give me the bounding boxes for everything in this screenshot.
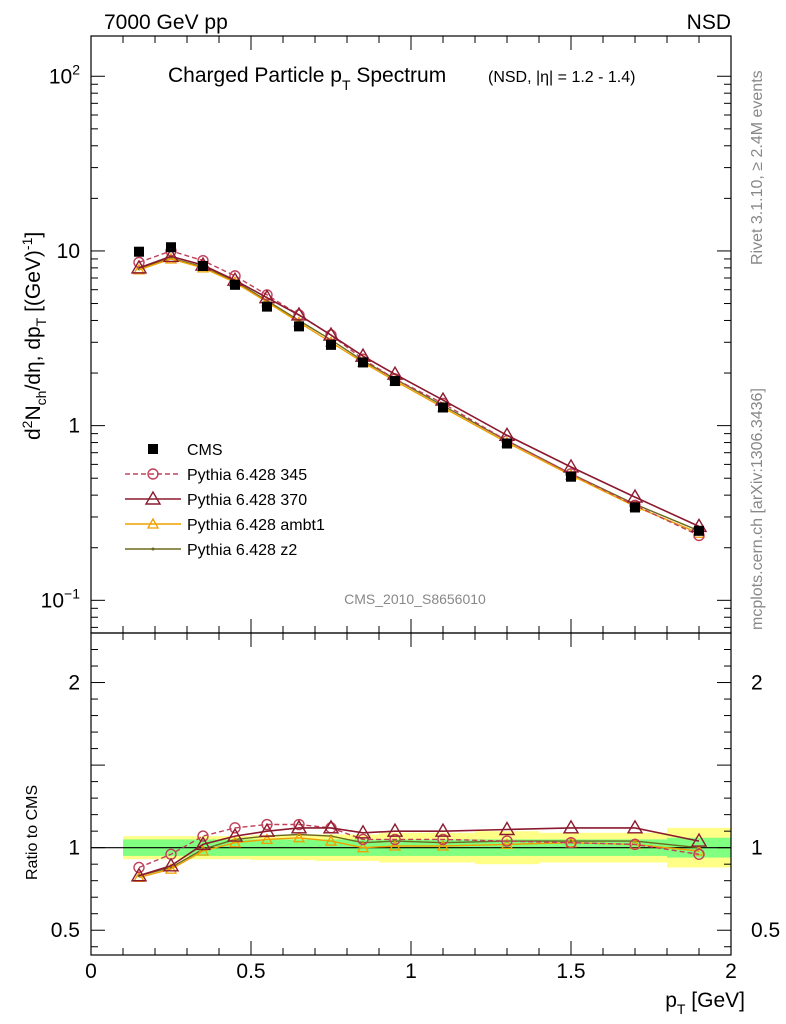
ratio-point-ambt1	[292, 831, 306, 843]
ratio-point-p370	[498, 821, 516, 836]
ratio-y-tick-label-right: 2	[751, 672, 763, 695]
series-line-p345	[138, 250, 700, 537]
ratio-panel-series	[91, 818, 731, 883]
ratio-y-tick-label: 0.5	[51, 919, 80, 942]
y-tick-label: 102	[49, 61, 80, 88]
point-data	[198, 260, 208, 271]
point-p370	[290, 306, 308, 321]
point-data	[294, 321, 304, 332]
ratio-point-p370	[258, 822, 276, 837]
ratio-point-p345	[357, 833, 369, 846]
ratio-point-p345	[501, 835, 513, 847]
point-data	[230, 279, 240, 290]
point-p370	[130, 259, 148, 274]
rivet-label: Rivet 3.1.10, ≥ 2.4M events	[749, 70, 766, 265]
ratio-point-p370	[322, 819, 340, 834]
ratio-point-p345	[565, 837, 577, 849]
ratio-point-p370	[562, 819, 580, 834]
ratio-point-p370	[626, 819, 644, 834]
y-tick-label: 1	[68, 415, 80, 438]
point-data	[358, 357, 368, 368]
ratio-point-ambt1	[388, 839, 402, 851]
point-data	[630, 502, 640, 513]
ratio-y-tick-label-right: 1	[751, 837, 763, 860]
legend: CMS Pythia 6.428 345 Pythia 6.428 370 Pythi…	[125, 442, 325, 559]
x-tick-label: 0	[85, 960, 97, 983]
legend-marker-p345	[147, 468, 159, 480]
ratio-frame	[90, 632, 732, 956]
legend-marker-data	[148, 444, 158, 454]
ratio-line-p370	[138, 827, 700, 877]
x-tick-label: 2	[725, 960, 737, 983]
main-panel-series	[130, 242, 708, 542]
ratio-point-ambt1	[260, 833, 274, 845]
ratio-point-p345	[437, 833, 449, 846]
ratio-point-p370	[386, 822, 404, 837]
ratio-point-p345	[629, 838, 641, 851]
x-tick-label: 0.5	[236, 960, 265, 983]
legend-marker-z2	[151, 547, 155, 551]
process-label: NSD	[687, 11, 731, 34]
ratio-point-p370	[354, 824, 372, 839]
y-tick-label: 10−1	[41, 585, 81, 612]
ratio-point-p345	[133, 861, 145, 874]
ratio-point-p370	[434, 822, 452, 837]
ratio-point-ambt1	[356, 841, 370, 853]
x-tick-label: 1.5	[556, 960, 585, 983]
x-tick-label: 1	[405, 960, 417, 983]
point-data	[694, 525, 704, 536]
point-ambt1	[164, 252, 178, 264]
energy-label: 7000 GeV pp	[104, 11, 228, 34]
point-data	[134, 246, 144, 257]
y-tick-label: 10	[57, 240, 80, 263]
plot-title: Charged Particle pT Spectrum	[168, 64, 446, 93]
plot-selection: (NSD, |η| = 1.2 - 1.4)	[488, 69, 635, 86]
ratio-point-p345	[229, 822, 241, 834]
point-ambt1	[132, 263, 146, 275]
ratio-point-p370	[226, 827, 244, 842]
ratio-y-tick-label-right: 0.5	[751, 919, 780, 942]
point-data	[438, 402, 448, 413]
ratio-point-p370	[194, 835, 212, 851]
point-data	[390, 376, 400, 387]
point-data	[326, 339, 336, 350]
legend-label-ambt1: Pythia 6.428 ambt1	[187, 517, 325, 534]
ratio-point-ambt1	[164, 862, 178, 874]
legend-marker-p370	[144, 490, 162, 505]
point-p370	[626, 488, 644, 503]
ratio-point-ambt1	[228, 836, 242, 848]
main-ylabel: d2Nch/dη, dpT [(GeV)-1]	[19, 232, 49, 440]
ratio-y-tick-label: 2	[68, 672, 80, 695]
legend-label-p345: Pythia 6.428 345	[187, 467, 307, 484]
ratio-point-p345	[693, 848, 705, 860]
legend-label-data: CMS	[187, 442, 223, 459]
ratio-point-p370	[162, 857, 180, 872]
ratio-point-ambt1	[196, 844, 210, 856]
ratio-ylabel: Ratio to CMS	[24, 785, 41, 880]
xlabel: pT [GeV]	[665, 989, 745, 1017]
ratio-point-p345	[197, 830, 209, 842]
legend-label-p370: Pythia 6.428 370	[187, 492, 307, 509]
ratio-point-p370	[290, 819, 308, 834]
point-data	[166, 242, 176, 253]
ratio-point-ambt1	[500, 838, 514, 850]
ratio-point-ambt1	[324, 834, 338, 846]
ratio-point-p345	[389, 833, 401, 846]
point-data	[566, 471, 576, 482]
ratio-y-tick-label: 1	[68, 837, 80, 860]
legend-label-z2: Pythia 6.428 z2	[187, 542, 297, 559]
ratio-point-p370	[130, 867, 148, 882]
analysis-id: CMS_2010_S8656010	[344, 591, 486, 607]
point-data	[262, 301, 272, 312]
ratio-point-p345	[261, 818, 273, 831]
ratio-point-ambt1	[436, 839, 450, 851]
point-data	[502, 438, 512, 449]
ratio-point-p370	[690, 832, 708, 847]
mcplots-label: mcplots.cern.ch [arXiv:1306.3436]	[749, 388, 766, 630]
legend-marker-ambt1	[146, 517, 160, 529]
point-p370	[162, 248, 180, 263]
